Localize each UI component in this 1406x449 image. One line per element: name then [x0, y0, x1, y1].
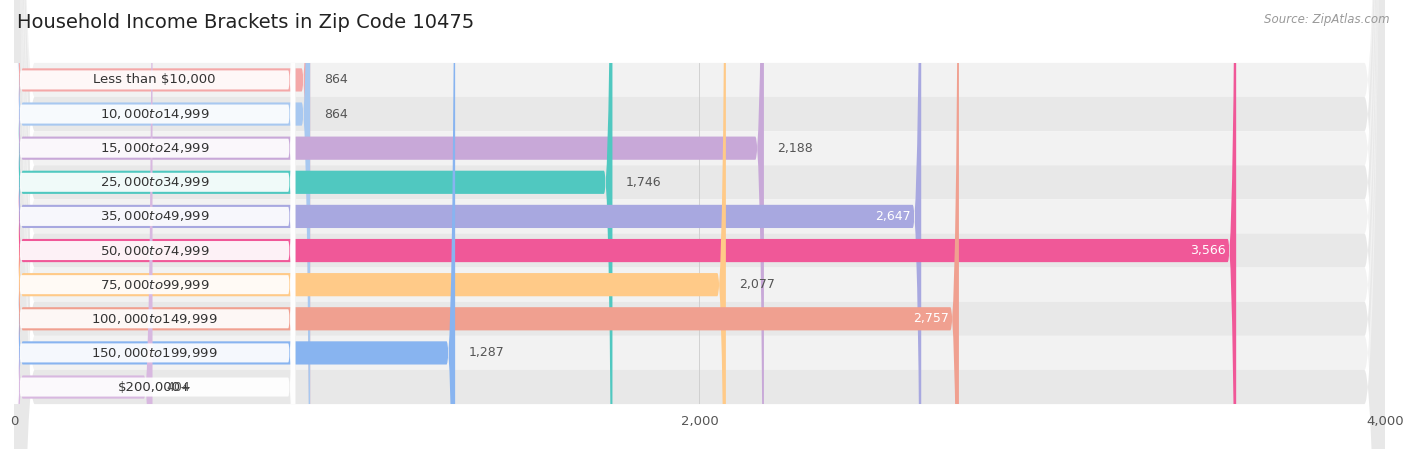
- FancyBboxPatch shape: [14, 0, 1385, 449]
- Text: 2,647: 2,647: [876, 210, 911, 223]
- FancyBboxPatch shape: [14, 0, 1385, 449]
- Text: 1,287: 1,287: [468, 347, 505, 359]
- Text: $10,000 to $14,999: $10,000 to $14,999: [100, 107, 209, 121]
- Text: 2,077: 2,077: [740, 278, 776, 291]
- FancyBboxPatch shape: [14, 0, 295, 449]
- FancyBboxPatch shape: [14, 0, 295, 449]
- FancyBboxPatch shape: [14, 0, 295, 449]
- Text: $200,000+: $200,000+: [118, 381, 191, 393]
- Text: $35,000 to $49,999: $35,000 to $49,999: [100, 209, 209, 224]
- FancyBboxPatch shape: [14, 0, 311, 449]
- Text: $100,000 to $149,999: $100,000 to $149,999: [91, 312, 218, 326]
- FancyBboxPatch shape: [14, 0, 295, 449]
- FancyBboxPatch shape: [14, 0, 1385, 449]
- FancyBboxPatch shape: [14, 0, 1385, 449]
- FancyBboxPatch shape: [14, 0, 295, 449]
- Text: 864: 864: [323, 74, 347, 86]
- Text: Household Income Brackets in Zip Code 10475: Household Income Brackets in Zip Code 10…: [17, 13, 474, 32]
- Text: $50,000 to $74,999: $50,000 to $74,999: [100, 243, 209, 258]
- FancyBboxPatch shape: [14, 0, 1385, 449]
- FancyBboxPatch shape: [14, 0, 295, 449]
- FancyBboxPatch shape: [14, 0, 1385, 449]
- FancyBboxPatch shape: [14, 0, 152, 449]
- FancyBboxPatch shape: [14, 0, 456, 449]
- FancyBboxPatch shape: [14, 0, 613, 449]
- FancyBboxPatch shape: [14, 0, 1236, 449]
- Text: Source: ZipAtlas.com: Source: ZipAtlas.com: [1264, 13, 1389, 26]
- FancyBboxPatch shape: [14, 0, 725, 449]
- Text: 1,746: 1,746: [626, 176, 662, 189]
- FancyBboxPatch shape: [14, 0, 1385, 449]
- FancyBboxPatch shape: [14, 0, 295, 449]
- Text: $150,000 to $199,999: $150,000 to $199,999: [91, 346, 218, 360]
- FancyBboxPatch shape: [14, 0, 763, 449]
- FancyBboxPatch shape: [14, 0, 959, 449]
- Text: 2,188: 2,188: [778, 142, 814, 154]
- Text: $25,000 to $34,999: $25,000 to $34,999: [100, 175, 209, 189]
- Text: 3,566: 3,566: [1191, 244, 1226, 257]
- FancyBboxPatch shape: [14, 0, 311, 449]
- FancyBboxPatch shape: [14, 0, 295, 449]
- Text: $15,000 to $24,999: $15,000 to $24,999: [100, 141, 209, 155]
- FancyBboxPatch shape: [14, 0, 1385, 449]
- Text: Less than $10,000: Less than $10,000: [93, 74, 217, 86]
- FancyBboxPatch shape: [14, 0, 1385, 449]
- FancyBboxPatch shape: [14, 0, 295, 449]
- FancyBboxPatch shape: [14, 0, 921, 449]
- FancyBboxPatch shape: [14, 0, 1385, 449]
- Text: 2,757: 2,757: [912, 313, 949, 325]
- Text: $75,000 to $99,999: $75,000 to $99,999: [100, 277, 209, 292]
- Text: 864: 864: [323, 108, 347, 120]
- Text: 404: 404: [166, 381, 190, 393]
- FancyBboxPatch shape: [14, 0, 295, 449]
